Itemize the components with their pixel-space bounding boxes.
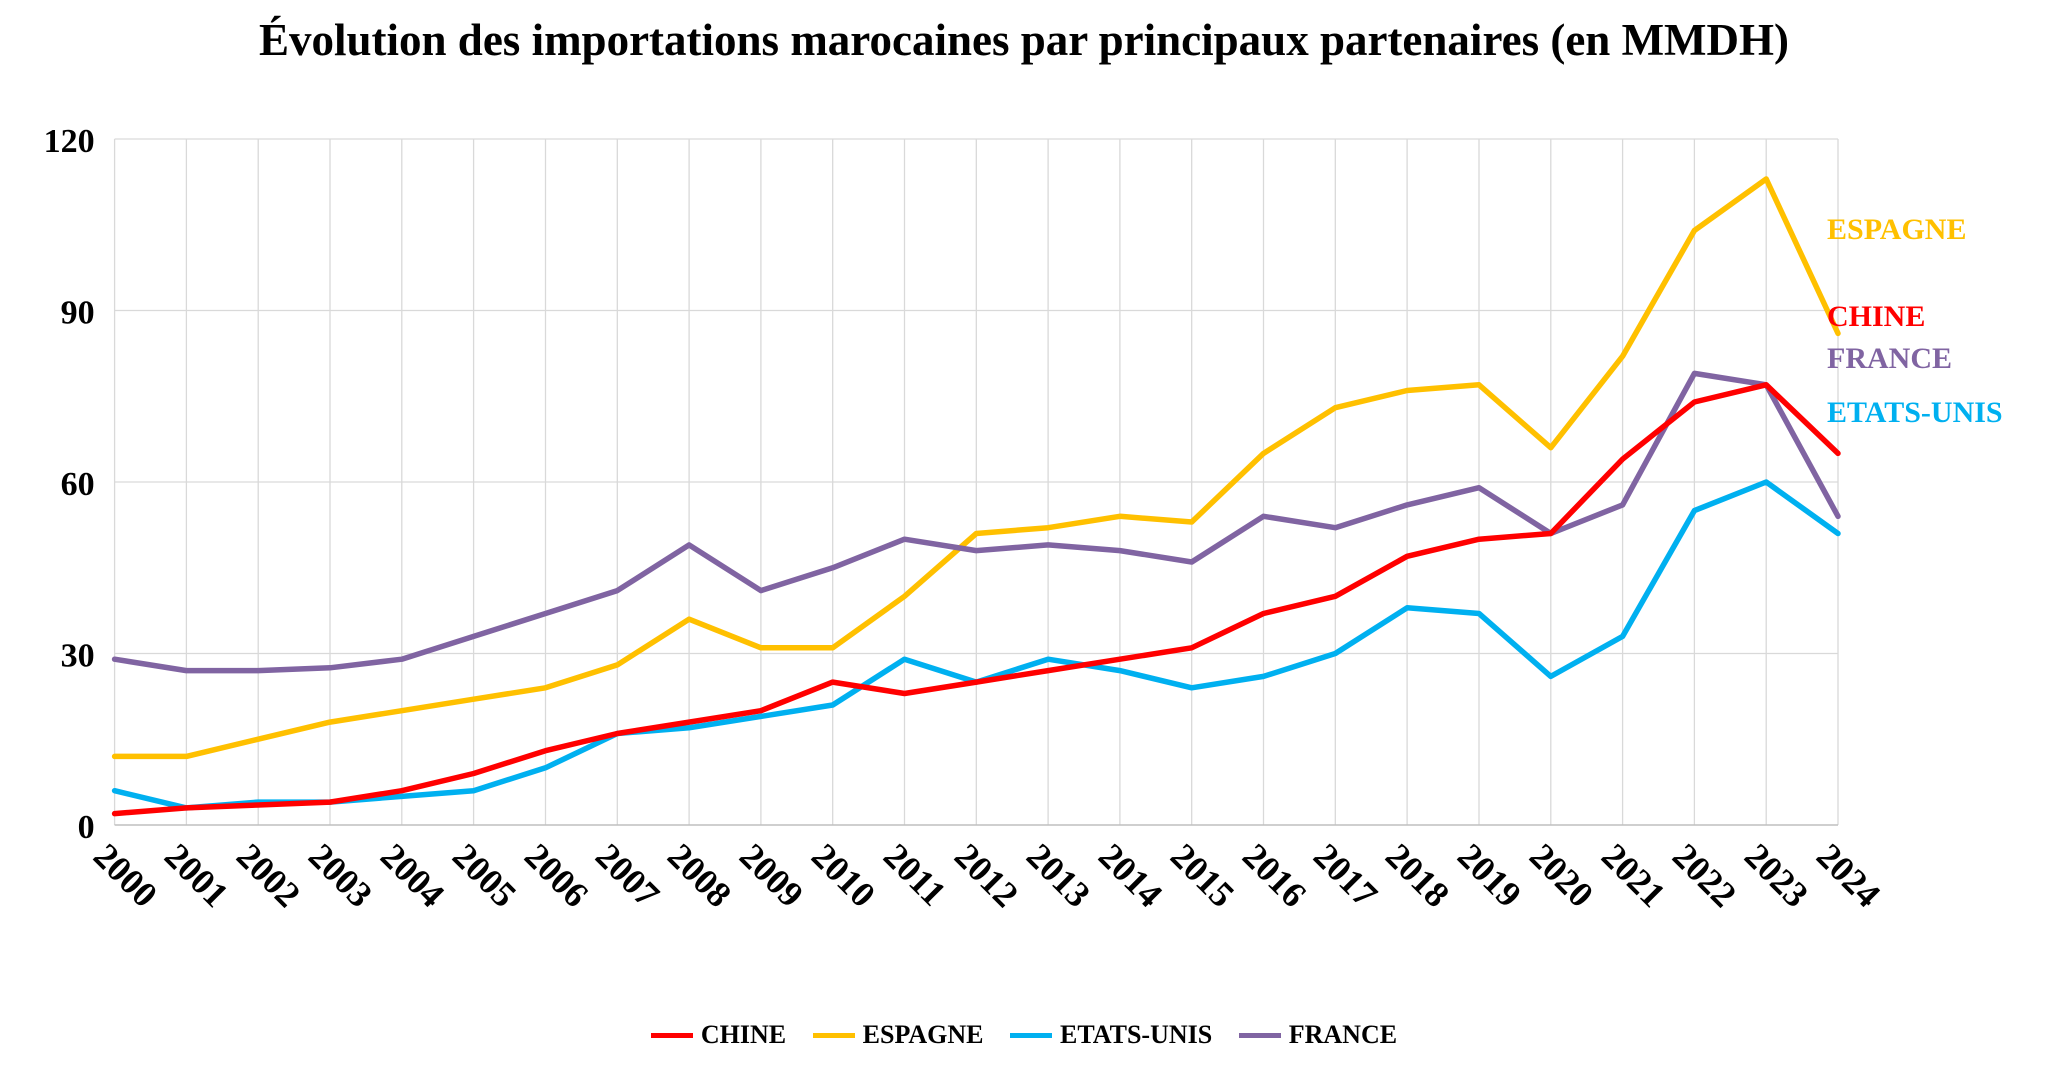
svg-text:30: 30 <box>61 638 95 675</box>
svg-text:FRANCE: FRANCE <box>1827 342 1952 375</box>
svg-text:120: 120 <box>44 123 95 160</box>
svg-text:CHINE: CHINE <box>1827 300 1925 333</box>
svg-text:ETATS-UNIS: ETATS-UNIS <box>1827 396 2003 429</box>
svg-text:60: 60 <box>61 466 95 503</box>
svg-text:ESPAGNE: ESPAGNE <box>1827 213 1966 246</box>
svg-text:90: 90 <box>61 295 95 332</box>
